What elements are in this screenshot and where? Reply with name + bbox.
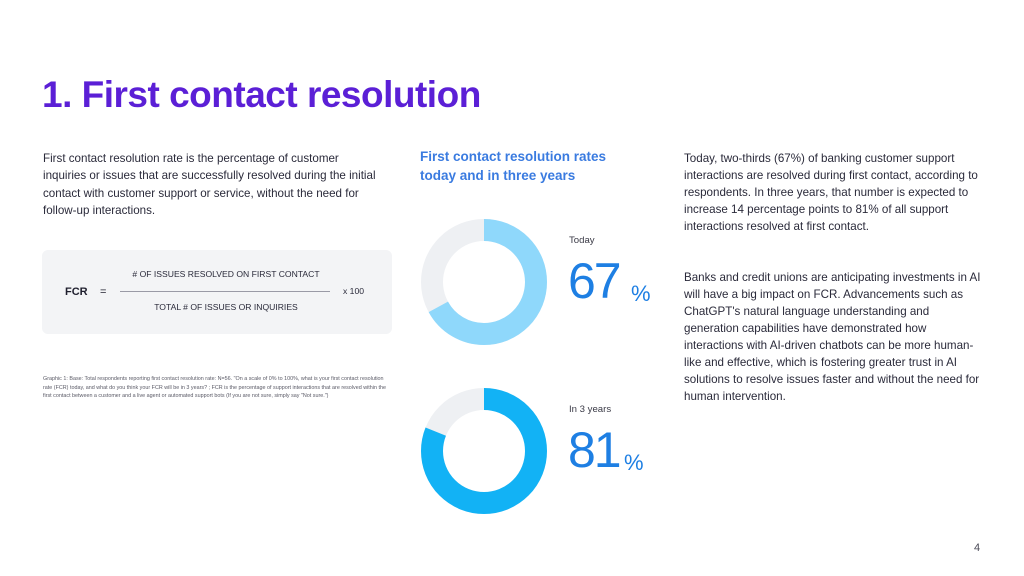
donut-today-value-arc <box>421 219 547 345</box>
page-number: 4 <box>974 542 981 554</box>
intro-text: First contact resolution rate is the per… <box>43 152 376 217</box>
fcr-formula-box: FCR = # OF ISSUES RESOLVED ON FIRST CONT… <box>42 250 392 334</box>
today-label: Today <box>569 235 595 246</box>
page-title: 1. First contact resolution <box>42 74 481 115</box>
today-percent-sign: % <box>631 281 651 306</box>
today-value: 67 <box>568 253 622 309</box>
formula-lhs: FCR <box>65 286 88 298</box>
formula-numerator: # OF ISSUES RESOLVED ON FIRST CONTACT <box>132 269 320 279</box>
formula-multiplier: x 100 <box>343 286 365 296</box>
in-3-years-label: In 3 years <box>569 404 612 415</box>
right-paragraph-2: Banks and credit unions are anticipating… <box>684 271 981 403</box>
donut-3yr-value-arc <box>421 388 547 514</box>
right-paragraph-1: Today, two-thirds (67%) of banking custo… <box>684 152 978 233</box>
donut-today <box>421 219 547 345</box>
fraction-bar <box>120 291 330 292</box>
donut-in-3-years <box>421 388 547 514</box>
formula-equals: = <box>100 286 107 298</box>
graphic-footnote: Graphic 1: Base: Total respondents repor… <box>43 376 386 400</box>
chart-title: First contact resolution rates today and… <box>420 149 607 183</box>
in-3-years-value: 81 <box>568 422 622 478</box>
in-3-years-percent-sign: % <box>624 450 644 475</box>
formula-denominator: TOTAL # OF ISSUES OR INQUIRIES <box>154 302 298 312</box>
